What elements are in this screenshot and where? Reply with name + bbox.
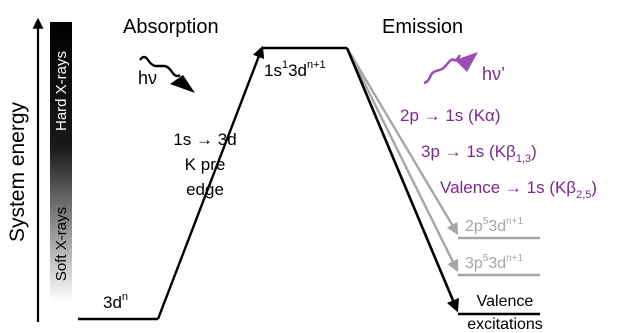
excited-1s-sup: 1 xyxy=(282,59,288,71)
excited-3d-sup: n+1 xyxy=(307,59,326,71)
final-3p-3d: 3d xyxy=(488,255,506,272)
soft-xrays-label: Soft X-rays xyxy=(53,207,70,281)
xray-gradient-bar: Hard X-rays Soft X-rays xyxy=(50,22,72,302)
excited-level-label: 1s13dn+1 xyxy=(264,59,326,80)
emission-line-kbeta25-tail: ) xyxy=(591,178,597,197)
final-3p-3d-sup: n+1 xyxy=(506,253,523,264)
final-state-valence-line1: Valence xyxy=(477,293,534,310)
ground-level-sup: n xyxy=(122,291,128,303)
ground-level: 3dn xyxy=(78,291,158,321)
final-2p-3d-sup: n+1 xyxy=(506,216,523,227)
energy-axis-label: System energy xyxy=(6,101,29,242)
emission-line-kbeta13: 3p → 1s (Kβ1,3) xyxy=(421,142,537,165)
incoming-photon-label: hν xyxy=(138,68,157,88)
xray-gradient-rect xyxy=(50,22,72,302)
final-3p: 3p xyxy=(465,255,483,272)
emission-line-kalpha-main: 2p → 1s (Kα) xyxy=(400,106,501,125)
final-state-3p-label: 3p53dn+1 xyxy=(465,253,524,272)
final-3p-sup: 5 xyxy=(483,253,489,264)
hard-xrays-label: Hard X-rays xyxy=(53,51,70,131)
emission-line-kbeta13-main: 3p → 1s (Kβ xyxy=(421,142,516,161)
decay-to-3p-line xyxy=(345,47,459,273)
emission-line-kbeta25-sub: 2,5 xyxy=(576,189,591,201)
outgoing-photon-wave xyxy=(423,54,462,85)
final-2p-sup: 5 xyxy=(483,216,489,227)
final-state-valence-line2: excitations xyxy=(467,316,543,333)
ground-level-main: 3d xyxy=(103,293,122,312)
final-state-2p-label: 2p53dn+1 xyxy=(465,216,524,235)
emission-decay-lines xyxy=(345,47,459,313)
final-state-valence: Valence excitations xyxy=(458,293,543,333)
absorption-line-2: K pre xyxy=(185,155,226,174)
final-2p-3d: 3d xyxy=(488,218,506,235)
incoming-photon-arrowhead-icon xyxy=(170,75,195,93)
emission-line-labels: 2p → 1s (Kα) 3p → 1s (Kβ1,3) Valence → 1… xyxy=(400,106,597,201)
final-2p: 2p xyxy=(465,218,483,235)
emission-line-kbeta25: Valence → 1s (Kβ2,5) xyxy=(440,178,597,201)
absorption-connector xyxy=(156,45,265,320)
final-state-2p: 2p53dn+1 xyxy=(458,216,540,240)
outgoing-photon-arrowhead-icon xyxy=(455,52,478,72)
absorption-line-3: edge xyxy=(186,180,224,199)
excited-3d: 3d xyxy=(288,61,307,80)
absorption-heading: Absorption xyxy=(123,16,219,38)
final-state-3p: 3p53dn+1 xyxy=(458,253,540,277)
incoming-photon-wave xyxy=(139,55,181,78)
outgoing-photon-label: hν’ xyxy=(482,64,505,84)
emission-heading: Emission xyxy=(382,16,463,38)
emission-line-kbeta13-tail: ) xyxy=(531,142,537,161)
ground-level-label: 3dn xyxy=(103,291,128,312)
excited-1s: 1s xyxy=(264,61,282,80)
absorption-line-1: 1s → 3d xyxy=(173,130,236,149)
decay-to-2p-line xyxy=(345,47,459,236)
decay-to-valence-line xyxy=(345,47,459,313)
energy-axis: System energy xyxy=(6,17,44,322)
outgoing-photon: hν’ xyxy=(423,52,505,85)
incoming-photon: hν xyxy=(138,55,195,93)
absorption-transition-label: 1s → 3d K pre edge xyxy=(173,130,236,199)
excited-level: 1s13dn+1 xyxy=(262,46,347,80)
emission-line-kbeta25-main: Valence → 1s (Kβ xyxy=(440,178,576,197)
emission-line-kalpha: 2p → 1s (Kα) xyxy=(400,106,501,125)
emission-line-kbeta13-sub: 1,3 xyxy=(516,153,531,165)
